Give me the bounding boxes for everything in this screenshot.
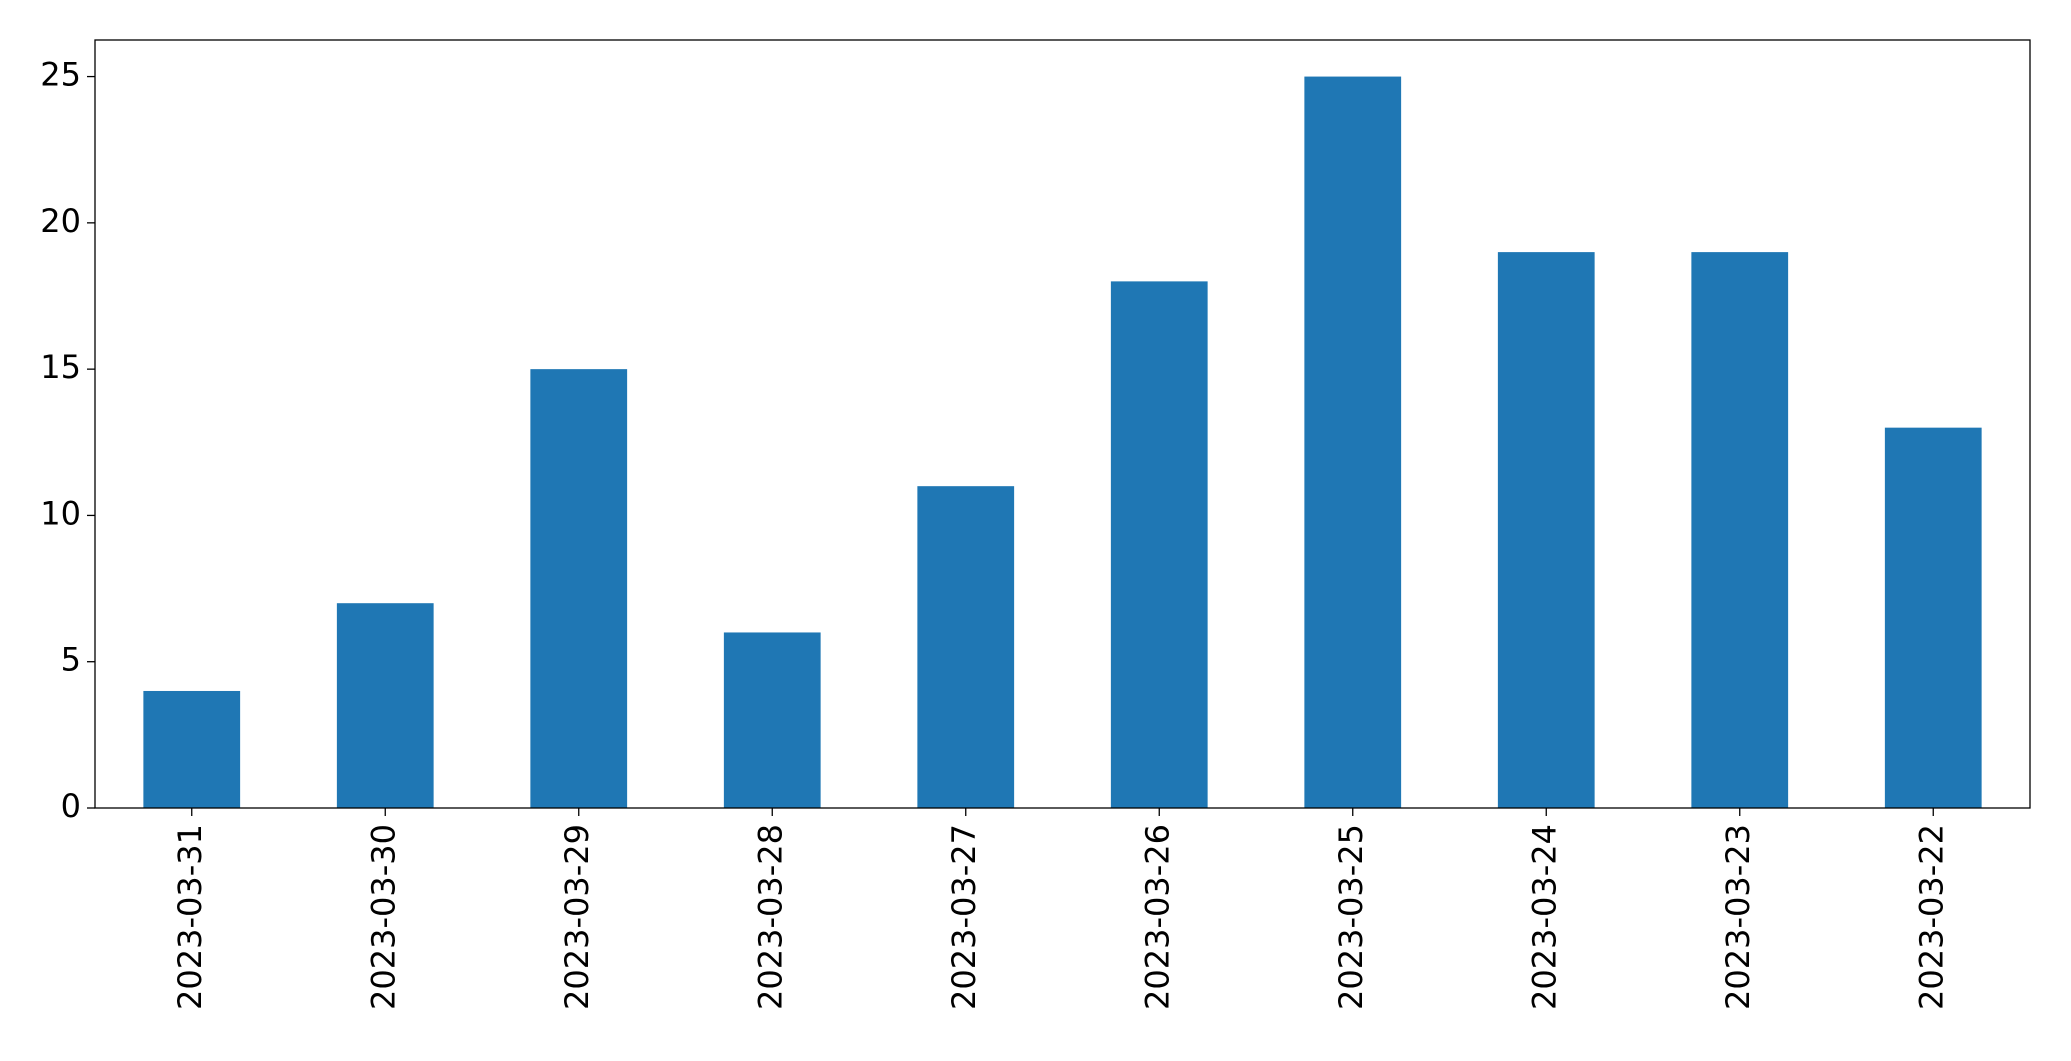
x-tick-label: 2023-03-31: [171, 824, 209, 1010]
x-tick-label: 2023-03-23: [1719, 824, 1757, 1010]
x-tick-label: 2023-03-30: [364, 824, 402, 1010]
bar: [723, 632, 821, 808]
x-tick-label: 2023-03-24: [1525, 824, 1563, 1010]
plot-frame: [94, 39, 2031, 809]
y-tick-label: 15: [40, 348, 81, 386]
y-tick-label: 20: [40, 202, 81, 240]
x-tick-label: 2023-03-22: [1912, 824, 1950, 1010]
x-tick-label: 2023-03-25: [1332, 824, 1370, 1010]
bar: [1884, 427, 1982, 808]
bar: [1304, 76, 1402, 809]
y-tick-label: 0: [61, 787, 81, 825]
bar: [1691, 252, 1789, 809]
y-tick-label: 5: [61, 641, 81, 679]
x-tick-label: 2023-03-26: [1138, 824, 1176, 1010]
bar: [336, 603, 434, 808]
x-tick-label: 2023-03-28: [751, 824, 789, 1010]
bar: [143, 690, 241, 808]
bar: [530, 369, 628, 808]
x-tick-label: 2023-03-27: [945, 824, 983, 1010]
y-tick-label: 25: [40, 56, 81, 94]
bar: [1110, 281, 1208, 808]
y-tick-label: 10: [40, 494, 81, 532]
bar: [1497, 252, 1595, 809]
bar: [917, 486, 1015, 808]
x-tick-label: 2023-03-29: [558, 824, 596, 1010]
